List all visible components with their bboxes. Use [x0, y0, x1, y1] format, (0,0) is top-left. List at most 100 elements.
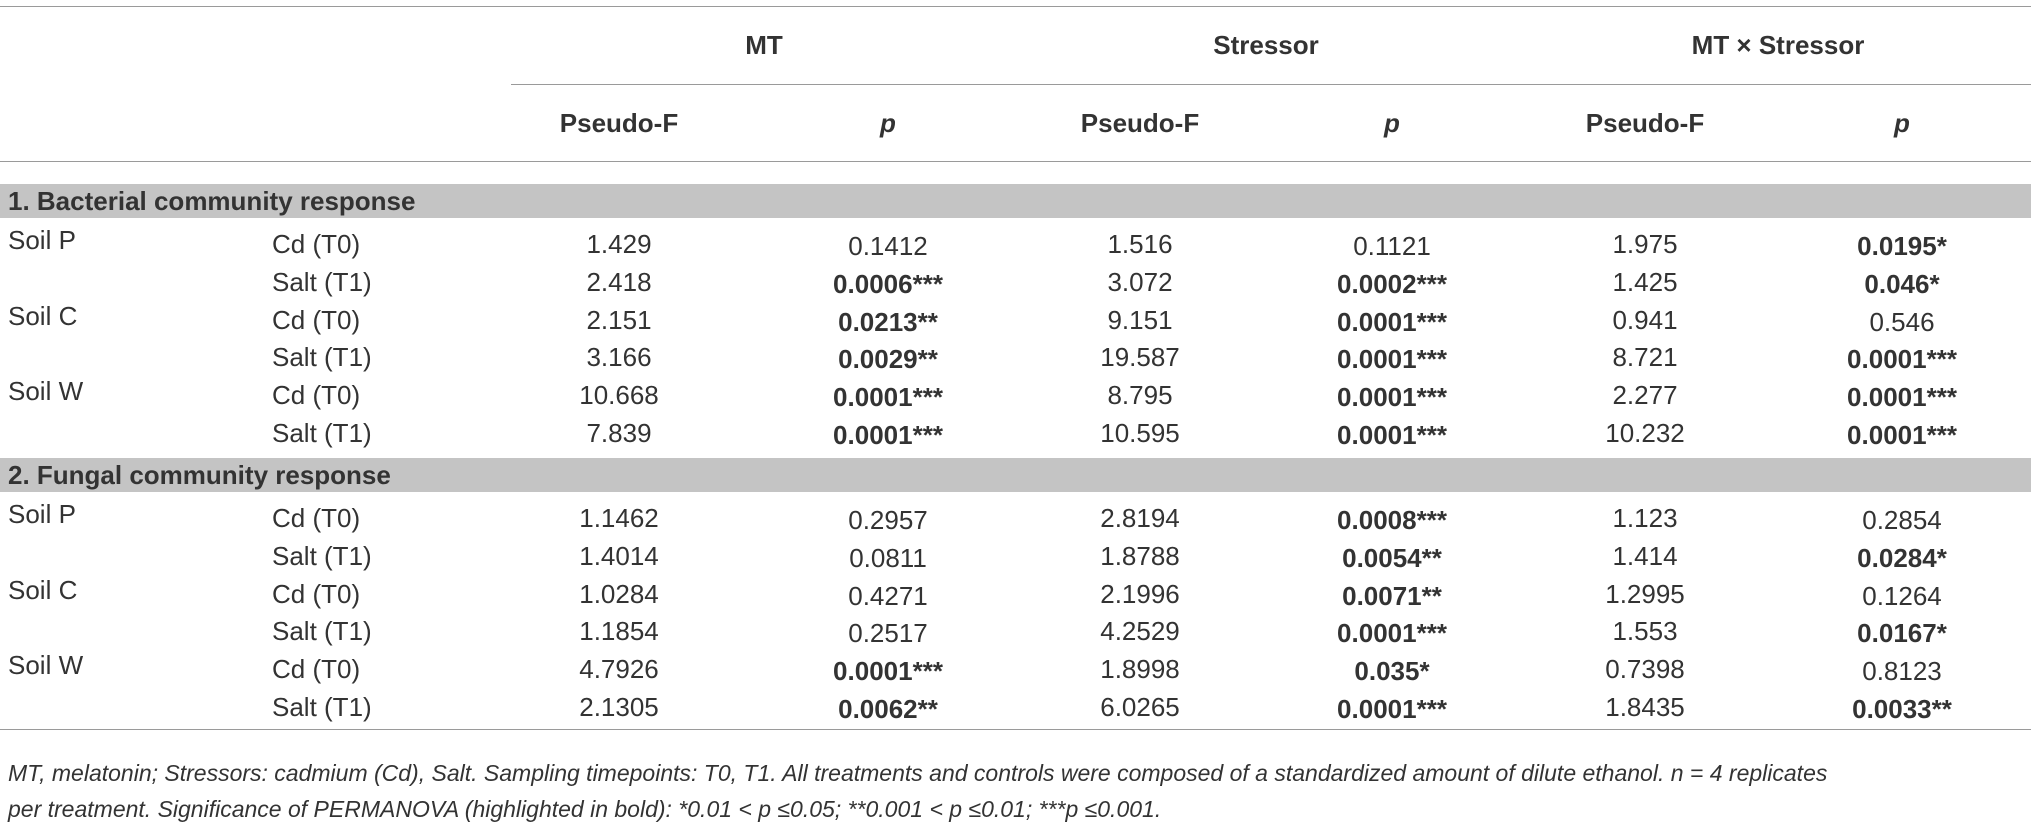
table-cell: 1.429	[586, 229, 652, 259]
soil-label: Soil P	[8, 499, 76, 529]
table-cell: 1.123	[1612, 503, 1678, 533]
table-cell: 0.0008***	[1337, 505, 1447, 535]
table-cell: 0.0001***	[1847, 382, 1957, 413]
table-cell: 2.277	[1612, 380, 1678, 411]
section-band	[0, 184, 2031, 218]
table-cell: 0.0001***	[1847, 344, 1957, 375]
bottom-rule	[0, 729, 2031, 730]
soil-label: Soil C	[8, 574, 78, 605]
table-cell: 0.0213**	[838, 306, 938, 337]
table-cell: 2.1305	[579, 692, 659, 722]
table-cell: 2.8194	[1100, 503, 1180, 533]
table-cell: 1.553	[1612, 616, 1678, 647]
table-cell: 0.0029**	[838, 344, 938, 375]
table-cell: 9.151	[1107, 304, 1173, 335]
table-cell: 19.587	[1100, 342, 1180, 373]
table-cell: 10.595	[1100, 418, 1180, 448]
table-cell: 1.8998	[1100, 654, 1180, 685]
table-cell: 3.072	[1107, 266, 1173, 297]
treatment-label: Cd (T0)	[272, 380, 361, 411]
table-cell: 1.8788	[1100, 540, 1180, 571]
table-cell: 0.0811	[849, 542, 927, 573]
column-header: p	[880, 108, 896, 138]
table-cell: 1.975	[1612, 229, 1678, 259]
soil-label: Soil W	[8, 376, 84, 407]
table-cell: 0.0001***	[1337, 344, 1447, 375]
table-cell: 8.795	[1107, 380, 1173, 411]
table-cell: 0.8123	[1862, 656, 1942, 687]
table-cell: 0.2854	[1862, 505, 1942, 535]
table-cell: 1.2995	[1605, 578, 1685, 609]
section-band	[0, 458, 2031, 492]
soil-label: Soil P	[8, 225, 76, 255]
top-rule	[0, 6, 2031, 7]
table-cell: 0.546	[1869, 306, 1935, 337]
table-cell: 1.4014	[579, 540, 659, 571]
table-cell: 1.8435	[1605, 692, 1685, 722]
table-cell: 0.0001***	[833, 420, 943, 450]
table-cell: 0.1264	[1862, 580, 1942, 611]
table-cell: 0.0001***	[833, 382, 943, 413]
table-cell: 0.1121	[1353, 231, 1431, 261]
treatment-label: Salt (T1)	[272, 616, 372, 647]
column-header: p	[1384, 108, 1400, 138]
table-cell: 8.721	[1612, 342, 1678, 373]
table-cell: 0.0001***	[1337, 382, 1447, 413]
treatment-label: Salt (T1)	[272, 540, 372, 571]
treatment-label: Salt (T1)	[272, 418, 372, 448]
table-cell: 0.0001***	[833, 656, 943, 687]
treatment-label: Cd (T0)	[272, 304, 361, 335]
table-cell: 3.166	[586, 342, 652, 373]
column-header: Pseudo-F	[1080, 108, 1200, 138]
section-title: 1. Bacterial community response	[8, 186, 416, 216]
table-cell: 0.0002***	[1337, 268, 1447, 299]
table-cell: 0.0054**	[1342, 542, 1442, 573]
table-cell: 0.4271	[848, 580, 928, 611]
group-header: Stressor	[1213, 30, 1319, 60]
table-cell: 2.1996	[1100, 578, 1180, 609]
footnote: MT, melatonin; Stressors: cadmium (Cd), …	[8, 760, 1828, 786]
table-cell: 0.0062**	[838, 694, 938, 724]
table-cell: 0.0001***	[1337, 618, 1447, 649]
soil-label: Soil W	[8, 650, 84, 681]
column-header: Pseudo-F	[559, 108, 679, 138]
table-cell: 0.941	[1612, 304, 1678, 335]
table-cell: 0.0006***	[833, 268, 943, 299]
soil-label: Soil C	[8, 300, 78, 331]
table-cell: 4.7926	[579, 654, 659, 685]
treatment-label: Salt (T1)	[272, 266, 372, 297]
treatment-label: Cd (T0)	[272, 578, 361, 609]
table-cell: 10.232	[1605, 418, 1685, 448]
table-cell: 0.0195*	[1857, 231, 1947, 261]
table-cell: 0.1412	[848, 231, 928, 261]
group-rule	[511, 84, 2031, 85]
table-cell: 1.1462	[579, 503, 659, 533]
treatment-label: Cd (T0)	[272, 654, 361, 685]
column-header: Pseudo-F	[1585, 108, 1705, 138]
table-cell: 1.414	[1612, 540, 1678, 571]
table-cell: 0.0033**	[1852, 694, 1952, 724]
treatment-label: Cd (T0)	[272, 229, 361, 259]
section-title: 2. Fungal community response	[8, 460, 391, 490]
table-cell: 1.0284	[579, 578, 659, 609]
table-cell: 0.2517	[848, 618, 928, 649]
table-cell: 10.668	[579, 380, 659, 411]
table-cell: 0.0071**	[1342, 580, 1442, 611]
table-cell: 0.0001***	[1847, 420, 1957, 450]
table-cell: 0.035*	[1354, 656, 1430, 687]
table-cell: 2.418	[586, 266, 652, 297]
table-cell: 0.0001***	[1337, 694, 1447, 724]
table-cell: 1.425	[1612, 266, 1678, 297]
table-cell: 0.0001***	[1337, 306, 1447, 337]
header-rule	[0, 161, 2031, 162]
group-header: MT × Stressor	[1691, 30, 1865, 60]
table-cell: 0.0284*	[1857, 542, 1947, 573]
treatment-label: Salt (T1)	[272, 342, 372, 373]
table-cell: 2.151	[586, 304, 652, 335]
table-cell: 1.516	[1107, 229, 1173, 259]
table-cell: 7.839	[586, 418, 652, 448]
treatment-label: Salt (T1)	[272, 692, 372, 722]
table-cell: 0.7398	[1605, 654, 1685, 685]
table-cell: 0.046*	[1864, 268, 1940, 299]
